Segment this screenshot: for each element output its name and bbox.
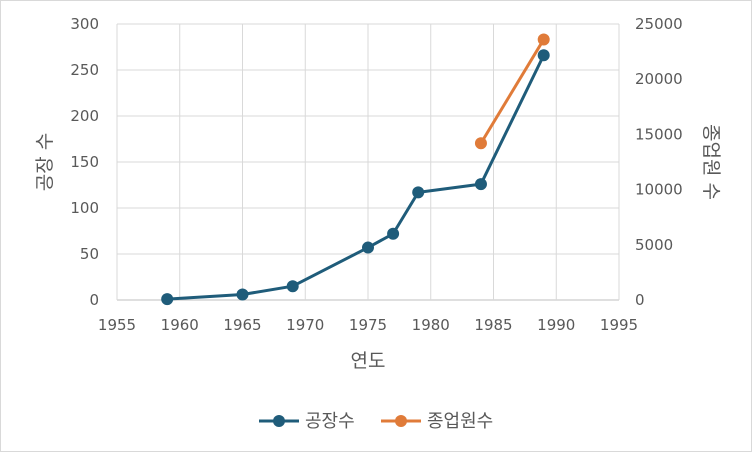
x-tick-label: 1985 [474,316,512,334]
left-y-axis-ticks: 0 50 100 150 200 250 300 [70,15,99,309]
left-y-tick-label: 200 [70,107,99,125]
data-point [362,241,374,254]
x-axis-title: 연도 [351,350,386,372]
series-points [161,33,550,306]
x-tick-label: 1990 [537,316,575,334]
data-point [474,178,487,191]
series-line-1 [167,54,546,301]
legend-item-employees: 종업원수 [381,411,493,432]
data-point [387,227,400,240]
x-tick-label: 1975 [349,316,387,334]
gridlines [116,23,620,301]
x-tick-label: 1980 [412,316,450,334]
legend-label: 공장수 [305,411,355,432]
data-point [286,280,299,293]
x-tick-label: 1955 [98,316,136,334]
x-tick-label: 1995 [600,316,638,334]
left-y-tick-label: 300 [70,15,99,33]
data-point [412,186,425,199]
x-tick-label: 1970 [286,316,324,334]
data-point [161,293,174,306]
right-y-axis-ticks: 0 5000 10000 15000 20000 25000 [635,15,683,309]
right-y-tick-label: 5000 [635,236,673,254]
left-y-tick-label: 250 [70,61,99,79]
series-lines [167,38,546,301]
left-y-tick-label: 100 [70,199,99,217]
left-y-tick-label: 0 [89,291,99,309]
right-y-tick-label: 25000 [635,15,683,33]
legend: 공장수 종업원수 [259,411,493,432]
data-point [537,33,550,46]
data-point [537,49,550,62]
legend-swatch-marker [273,415,285,427]
legend-item-factories: 공장수 [259,411,355,432]
x-tick-label: 1960 [161,316,199,334]
x-tick-label: 1965 [223,316,261,334]
right-y-tick-label: 10000 [635,181,683,199]
data-point [236,288,249,301]
left-y-tick-label: 150 [70,153,99,171]
series-line-2 [479,38,545,145]
left-y-tick-label: 50 [80,245,99,263]
right-y-axis-title: 종업원 수 [700,124,722,200]
x-axis-ticks: 1955 1960 1965 1970 1975 1980 1985 1990 1995 [98,316,638,334]
left-y-axis-title: 공장 수 [34,133,56,191]
legend-label: 종업원수 [427,411,493,432]
right-y-tick-label: 15000 [635,125,683,143]
data-point [474,137,487,150]
right-y-tick-label: 0 [635,291,645,309]
right-y-tick-label: 20000 [635,70,683,88]
legend-swatch-marker [395,415,407,427]
